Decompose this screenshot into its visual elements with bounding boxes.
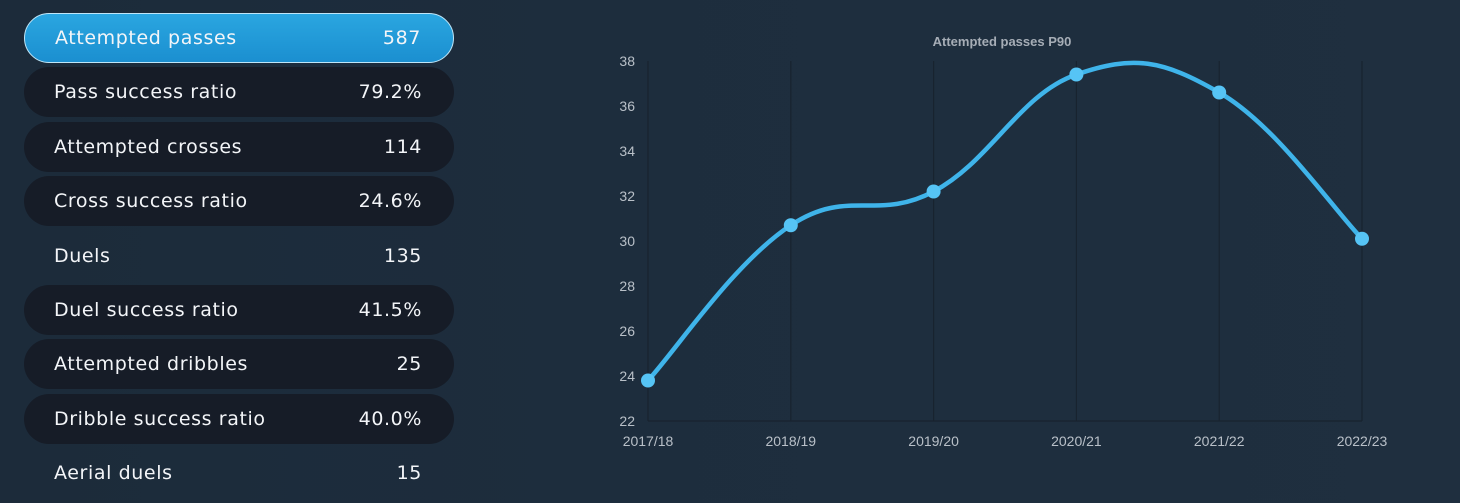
- data-point: [1069, 67, 1084, 82]
- x-tick-label: 2018/19: [765, 433, 816, 449]
- series-line-layer: [645, 60, 1365, 383]
- x-tick-label: 2019/20: [908, 433, 959, 449]
- y-tick-label: 30: [619, 233, 635, 249]
- y-tick-label: 24: [619, 368, 635, 384]
- x-tick-label: 2017/18: [623, 433, 674, 449]
- stat-label: Duel success ratio: [54, 298, 239, 321]
- stat-label: Cross success ratio: [54, 190, 248, 213]
- y-axis: 22 24 26 28 30 32 34 36 38: [619, 53, 635, 429]
- stats-list: Attempted passes 587 Pass success ratio …: [24, 13, 454, 503]
- stat-label: Dribble success ratio: [54, 407, 266, 430]
- y-tick-label: 38: [619, 53, 635, 69]
- stat-value: 25: [396, 353, 422, 376]
- x-tick-label: 2022/23: [1337, 433, 1388, 449]
- stat-label: Attempted passes: [55, 27, 237, 49]
- y-tick-label: 22: [619, 413, 635, 429]
- stat-row-attempted-dribbles[interactable]: Attempted dribbles 25: [24, 339, 454, 390]
- line-chart: Attempted passes P90 22 24 26 28 30 32 34 36 38 …: [560, 0, 1460, 499]
- data-point: [926, 184, 941, 199]
- y-tick-label: 36: [619, 98, 635, 114]
- stat-value: 135: [383, 244, 422, 267]
- stat-label: Aerial duels: [54, 462, 173, 485]
- chart-grid: [647, 61, 1363, 422]
- data-point: [641, 373, 655, 388]
- x-tick-label: 2021/22: [1194, 433, 1245, 449]
- stat-label: Attempted dribbles: [54, 353, 248, 376]
- data-point: [783, 218, 798, 233]
- chart-svg: Attempted passes P90 222426283032343638 …: [619, 34, 1388, 449]
- series-line: [645, 60, 1365, 383]
- stat-value: 40.0%: [358, 407, 422, 430]
- stat-row-aerial-duels[interactable]: Aerial duels 15: [24, 448, 454, 498]
- stat-value: 114: [383, 135, 422, 158]
- chart-title: Attempted passes P90: [933, 34, 1072, 49]
- stat-value: 79.2%: [358, 81, 422, 104]
- stat-value: 24.6%: [358, 190, 422, 213]
- stat-value: 15: [396, 462, 422, 485]
- data-point: [1212, 85, 1227, 100]
- x-axis: 2017/18 2018/19 2019/20 2020/21 2021/22 2022/…: [623, 433, 1388, 449]
- stat-row-pass-success-ratio[interactable]: Pass success ratio 79.2%: [24, 67, 454, 118]
- y-tick-label: 26: [619, 323, 635, 339]
- x-tick-label: 2020/21: [1051, 433, 1102, 449]
- stat-row-attempted-crosses[interactable]: Attempted crosses 114: [24, 121, 454, 172]
- stat-row-cross-success-ratio[interactable]: Cross success ratio 24.6%: [24, 176, 454, 227]
- stat-row-dribble-success-ratio[interactable]: Dribble success ratio 40.0%: [24, 393, 454, 444]
- data-points: [641, 67, 1369, 388]
- stat-row-duels[interactable]: Duels 135: [24, 231, 454, 281]
- data-point: [1355, 231, 1369, 246]
- stat-row-attempted-passes[interactable]: Attempted passes 587: [24, 13, 454, 63]
- stat-row-duel-success-ratio[interactable]: Duel success ratio 41.5%: [24, 284, 454, 335]
- stat-value: 587: [382, 27, 421, 49]
- y-tick-label: 28: [619, 278, 635, 294]
- stat-label: Pass success ratio: [54, 81, 238, 104]
- stat-label: Duels: [54, 244, 111, 267]
- stat-label: Attempted crosses: [54, 135, 243, 158]
- stat-value: 41.5%: [358, 298, 422, 321]
- y-tick-label: 32: [619, 188, 635, 204]
- y-tick-label: 34: [619, 143, 635, 159]
